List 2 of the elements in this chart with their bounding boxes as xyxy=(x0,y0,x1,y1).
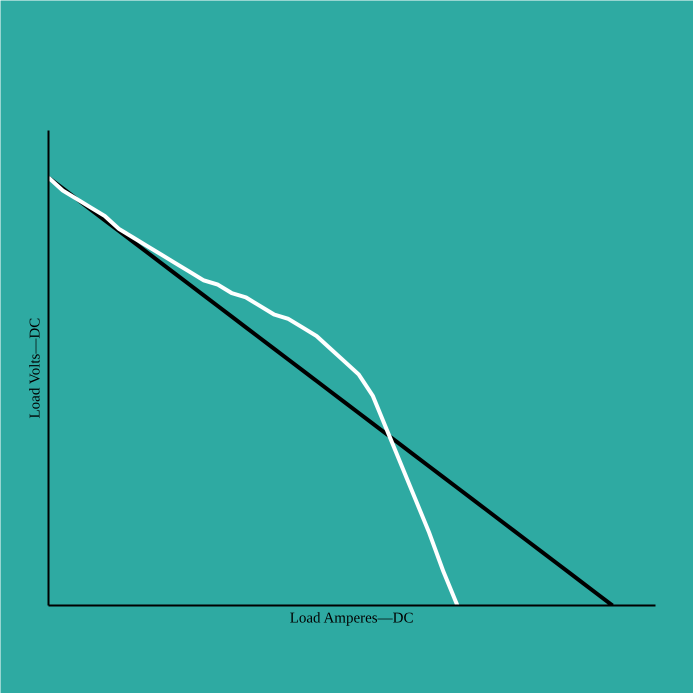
y-axis-title: Load Volts—DC xyxy=(28,318,44,418)
x-axis-title: Load Amperes—DC xyxy=(290,610,414,626)
